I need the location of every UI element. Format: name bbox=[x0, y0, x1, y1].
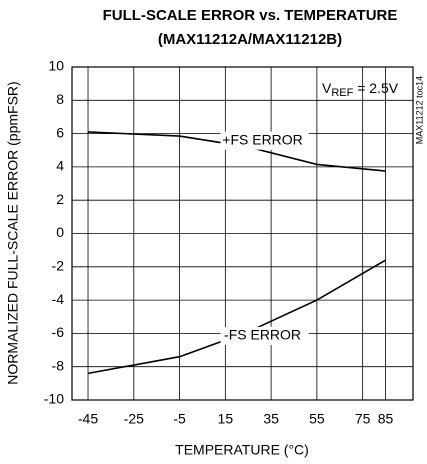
vref-sub: REF bbox=[331, 87, 353, 99]
vref-rest: = 2.5V bbox=[353, 80, 398, 96]
y-tick-label: -2 bbox=[52, 258, 65, 274]
y-tick-label: -10 bbox=[44, 391, 64, 407]
y-tick-label: 8 bbox=[56, 91, 64, 107]
y-tick-label: 0 bbox=[56, 224, 64, 240]
x-tick-label: 85 bbox=[378, 411, 394, 427]
y-tick-label: -8 bbox=[52, 357, 65, 373]
x-tick-label: -25 bbox=[124, 411, 144, 427]
y-tick-label: 10 bbox=[48, 58, 64, 74]
y-axis-label: NORMALIZED FULL-SCALE ERROR (ppmFSR) bbox=[5, 81, 21, 384]
x-tick-label: 75 bbox=[355, 411, 371, 427]
chart-title: (MAX11212A/MAX11212B) bbox=[158, 31, 342, 48]
plot-frame bbox=[71, 66, 414, 401]
legend-bg bbox=[220, 326, 309, 345]
x-tick-label: 35 bbox=[263, 411, 279, 427]
toc-label: MAX11212 toc14 bbox=[414, 76, 424, 144]
x-tick-label: -5 bbox=[173, 411, 186, 427]
series-line bbox=[87, 259, 386, 375]
y-tick-label: -6 bbox=[52, 324, 65, 340]
legend-bg bbox=[220, 131, 309, 150]
y-tick-label: -4 bbox=[52, 291, 65, 307]
vref-main: V bbox=[322, 80, 332, 96]
annotation: VREF = 2.5V bbox=[322, 80, 399, 99]
series-label: -FS ERROR bbox=[224, 327, 301, 343]
x-axis-label: TEMPERATURE (°C) bbox=[175, 442, 309, 458]
chart-title: FULL-SCALE ERROR vs. TEMPERATURE bbox=[103, 7, 398, 24]
x-tick-label: 15 bbox=[218, 411, 234, 427]
y-tick-label: 6 bbox=[56, 124, 64, 140]
x-tick-label: -45 bbox=[78, 411, 98, 427]
series-label: +FS ERROR bbox=[222, 131, 303, 147]
x-tick-label: 55 bbox=[309, 411, 325, 427]
y-tick-label: 4 bbox=[56, 158, 64, 174]
y-tick-label: 2 bbox=[56, 191, 64, 207]
